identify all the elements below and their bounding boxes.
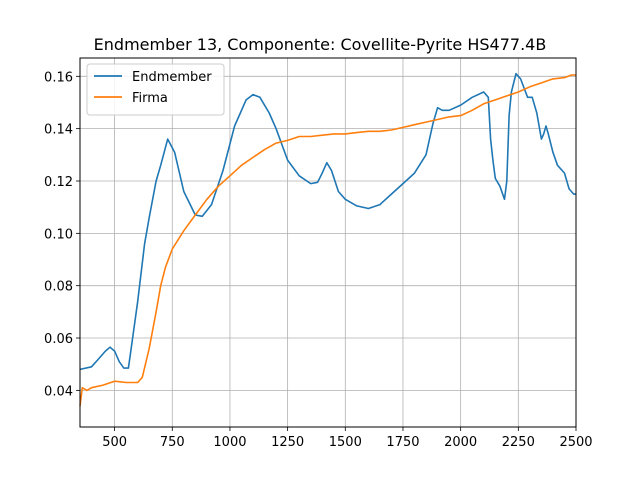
legend-label: Endmember <box>132 70 212 85</box>
y-tick-label: 0.10 <box>44 227 73 242</box>
x-tick-label: 1500 <box>329 435 362 450</box>
x-axis: 500 750 1000 1250 1500 1750 2000 2250 2500 <box>102 427 593 450</box>
x-tick-label: 1250 <box>271 435 304 450</box>
series-line-firma <box>79 74 576 407</box>
y-tick-label: 0.12 <box>44 175 73 190</box>
chart-title: Endmember 13, Componente: Covellite-Pyri… <box>94 35 547 54</box>
y-tick-label: 0.08 <box>44 280 73 295</box>
legend: Endmember Firma <box>86 63 225 116</box>
y-axis: 0.04 0.06 0.08 0.10 0.12 0.14 0.16 <box>44 70 80 399</box>
x-tick-label: 500 <box>102 435 127 450</box>
x-tick-label: 1000 <box>213 435 246 450</box>
x-tick-label: 1750 <box>386 435 419 450</box>
series-layer <box>79 72 576 407</box>
x-tick-label: 2250 <box>502 435 535 450</box>
x-tick-label: 2500 <box>559 435 592 450</box>
plot-frame <box>79 57 577 428</box>
y-tick-label: 0.14 <box>44 123 73 138</box>
y-tick-label: 0.04 <box>44 384 73 399</box>
series-line-endmember <box>79 72 576 371</box>
y-tick-label: 0.16 <box>44 70 73 85</box>
x-tick-label: 2000 <box>444 435 477 450</box>
legend-label: Firma <box>132 91 168 106</box>
x-tick-label: 750 <box>160 435 185 450</box>
y-tick-label: 0.06 <box>44 332 73 347</box>
